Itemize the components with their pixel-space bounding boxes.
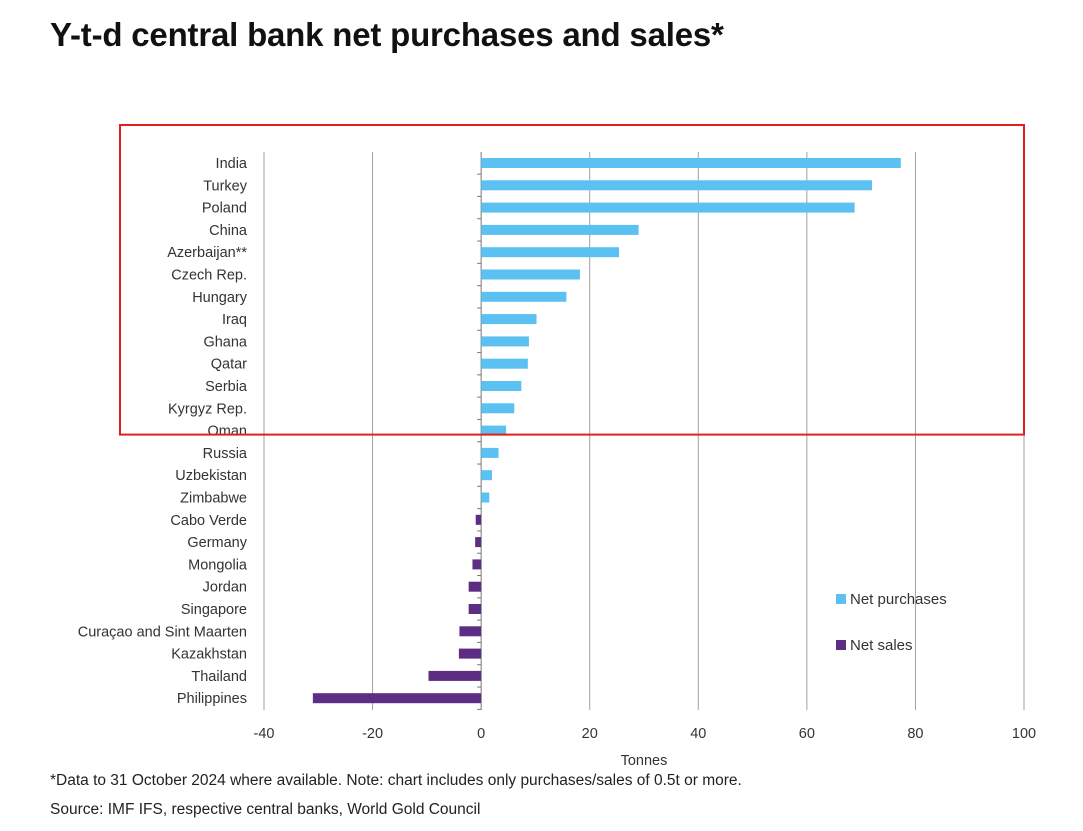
category-label: China <box>209 223 248 239</box>
net-purchase-bar <box>481 247 620 258</box>
footnote: *Data to 31 October 2024 where available… <box>50 772 742 789</box>
category-label: Mongolia <box>188 557 248 573</box>
x-tick-label: 100 <box>1012 726 1036 742</box>
net-purchase-bar <box>481 470 492 481</box>
net-sale-bar <box>312 693 482 704</box>
net-purchase-bar <box>481 291 567 302</box>
legend: Net purchases Net sales <box>836 591 947 654</box>
net-purchase-bar <box>481 403 515 414</box>
category-label: Azerbaijan** <box>167 245 247 261</box>
net-sale-bar <box>468 581 482 592</box>
x-tick-label: 0 <box>477 726 485 742</box>
category-label: Singapore <box>181 602 247 618</box>
net-sale-bar <box>475 514 482 525</box>
category-label: Philippines <box>177 691 247 707</box>
category-label: Kyrgyz Rep. <box>168 401 247 417</box>
bar-chart: India Turkey Poland China Azerbaijan** Czech … <box>78 124 1037 769</box>
category-label: Cabo Verde <box>170 513 247 529</box>
bars <box>312 158 901 704</box>
category-label: Zimbabwe <box>180 491 247 507</box>
x-tick-labels: -40 -20 0 20 40 60 80 100 <box>254 726 1037 742</box>
net-sale-bar <box>459 626 482 637</box>
net-purchase-bar <box>481 336 529 347</box>
x-tick-label: -20 <box>362 726 383 742</box>
net-purchase-bar <box>481 358 528 369</box>
category-label: Czech Rep. <box>171 268 247 284</box>
gridlines <box>263 152 1025 710</box>
category-labels: India Turkey Poland China Azerbaijan** Czech … <box>78 156 248 707</box>
legend-swatch-purchases <box>836 594 846 604</box>
x-axis-label: Tonnes <box>621 753 668 769</box>
net-sale-bar <box>472 559 482 570</box>
category-label: Thailand <box>191 669 247 685</box>
category-label: Russia <box>203 446 248 462</box>
x-tick-label: -40 <box>254 726 275 742</box>
net-purchase-bar <box>481 158 901 168</box>
category-label: India <box>216 156 248 172</box>
net-purchase-bar <box>481 180 872 191</box>
x-tick-label: 80 <box>907 726 923 742</box>
net-purchase-bar <box>481 492 490 503</box>
x-tick-label: 40 <box>690 726 706 742</box>
highlight-box <box>119 124 1025 436</box>
net-sale-bar <box>458 648 482 659</box>
category-label: Germany <box>187 535 247 551</box>
net-sale-bar <box>475 537 482 548</box>
category-label: Qatar <box>211 357 247 373</box>
category-label: Uzbekistan <box>175 468 247 484</box>
net-purchase-bar <box>481 202 855 213</box>
net-sale-bar <box>468 604 482 614</box>
category-label: Curaçao and Sint Maarten <box>78 624 247 640</box>
legend-label-sales: Net sales <box>850 637 913 654</box>
net-purchase-bar <box>481 447 499 458</box>
net-purchase-bar <box>481 314 537 325</box>
legend-label-purchases: Net purchases <box>850 591 947 608</box>
net-purchase-bar <box>481 381 522 391</box>
category-label: Jordan <box>203 580 247 596</box>
x-tick-label: 60 <box>799 726 815 742</box>
category-label: Kazakhstan <box>171 647 247 663</box>
x-tick-label: 20 <box>582 726 598 742</box>
net-purchase-bar <box>481 224 639 235</box>
category-label: Oman <box>208 424 248 440</box>
chart-title: Y-t-d central bank net purchases and sal… <box>50 16 724 53</box>
category-label: Turkey <box>203 178 248 194</box>
net-purchase-bar <box>481 425 507 436</box>
category-label: Hungary <box>192 290 248 306</box>
category-label: Serbia <box>205 379 248 395</box>
category-label: Iraq <box>222 312 247 328</box>
net-sale-bar <box>428 670 482 681</box>
source-note: Source: IMF IFS, respective central bank… <box>50 801 481 818</box>
net-purchase-bar <box>481 269 580 280</box>
category-label: Poland <box>202 201 247 217</box>
category-label: Ghana <box>203 334 247 350</box>
legend-swatch-sales <box>836 640 846 650</box>
